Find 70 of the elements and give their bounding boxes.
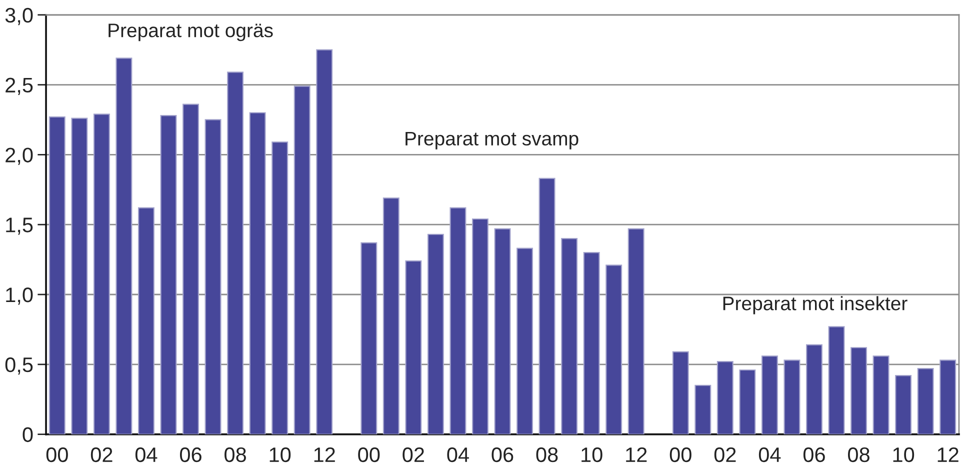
bar — [472, 218, 488, 434]
bar — [872, 355, 890, 434]
annotation: Preparat mot insekter — [723, 296, 908, 314]
x-tick-label: 02 — [90, 447, 112, 462]
x-tick-label: 06 — [492, 447, 514, 462]
y-tick-label: 1,0 — [6, 288, 33, 305]
bar — [583, 252, 600, 434]
x-tick-label: 04 — [135, 447, 158, 462]
bar — [160, 114, 177, 434]
bar — [138, 207, 154, 434]
x-tick-label: 00 — [670, 447, 692, 462]
bar — [249, 112, 266, 434]
y-tick-label: 0 — [22, 427, 33, 442]
bar — [405, 260, 422, 434]
annotation: Preparat mot ogräs — [108, 24, 273, 42]
bar — [606, 264, 622, 434]
x-tick-label: 04 — [447, 447, 469, 462]
x-tick-label: 08 — [536, 447, 558, 462]
bar — [427, 234, 444, 434]
bar — [940, 360, 956, 434]
bar — [761, 355, 778, 434]
y-tick-label: 2,0 — [6, 148, 33, 165]
y-tick-label: 0,5 — [5, 357, 33, 375]
bar — [538, 178, 556, 434]
bar — [227, 72, 244, 434]
x-tick-label: 12 — [938, 447, 958, 462]
x-tick-label: 10 — [582, 447, 602, 462]
bar — [272, 142, 288, 434]
x-tick-label: 02 — [714, 447, 736, 462]
bar — [561, 238, 578, 434]
x-tick-label: 04 — [758, 447, 781, 462]
x-tick-label: 00 — [46, 447, 68, 462]
x-tick-label: 06 — [803, 447, 825, 462]
y-tick-label: 2,5 — [6, 78, 33, 95]
x-tick-label: 06 — [180, 447, 202, 462]
bar — [828, 326, 845, 434]
y-tick-label: 3,0 — [5, 8, 33, 26]
x-tick-label: 08 — [848, 447, 870, 462]
y-tick-label: 1,5 — [6, 218, 33, 235]
bar — [628, 228, 644, 434]
bar — [316, 49, 333, 434]
x-tick-label: 02 — [402, 447, 424, 462]
bar — [71, 118, 88, 434]
bar — [917, 368, 934, 434]
bar — [716, 361, 734, 434]
bar — [850, 347, 868, 434]
bar — [895, 375, 912, 434]
x-tick-label: 12 — [626, 447, 647, 462]
x-tick-label: 12 — [314, 447, 335, 462]
x-tick-label: 10 — [270, 447, 291, 462]
x-tick-label: 08 — [224, 447, 246, 462]
bar — [739, 369, 756, 434]
bar — [450, 207, 466, 434]
bar — [360, 242, 378, 434]
bar — [494, 228, 511, 434]
bar — [806, 344, 822, 434]
x-tick-label: 10 — [893, 447, 914, 462]
bar — [694, 384, 712, 434]
bar — [182, 104, 199, 434]
bar — [672, 351, 689, 434]
bar — [294, 86, 310, 434]
bar — [116, 58, 132, 434]
annotation: Preparat mot svamp — [406, 132, 578, 150]
bar — [784, 360, 800, 434]
bar — [93, 114, 110, 434]
x-tick-label: 00 — [358, 447, 380, 462]
bar — [204, 119, 222, 434]
bar — [516, 248, 534, 434]
bar — [382, 197, 400, 434]
bar — [48, 116, 66, 434]
